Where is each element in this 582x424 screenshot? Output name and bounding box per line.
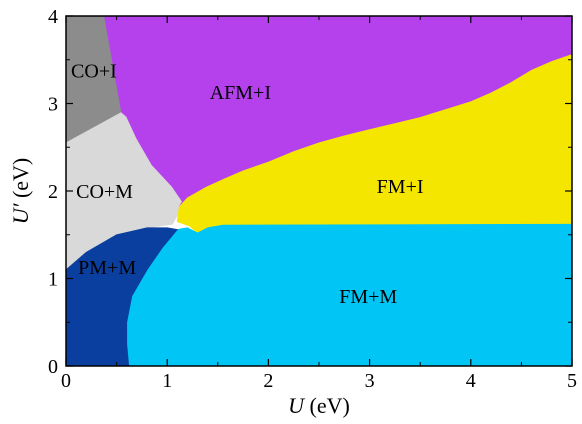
y-tick-label: 0 [48, 356, 58, 378]
region-label-fm-i: FM+I [377, 176, 424, 198]
phase-regions [65, 15, 573, 367]
x-tick-label: 2 [263, 370, 273, 392]
x-tick-label: 4 [466, 370, 476, 392]
x-axis-variable: U [288, 393, 306, 418]
y-tick-label: 2 [48, 181, 58, 203]
y-axis-unit: (eV) [8, 158, 33, 204]
region-label-afm-i: AFM+I [210, 82, 271, 104]
y-tick-label: 3 [48, 94, 58, 116]
x-axis-unit: (eV) [304, 393, 350, 418]
axis-ticks: 0 1 2 3 4 5 0 1 2 3 4 [48, 6, 577, 392]
region-labels: CO+I CO+M AFM+I FM+I FM+M PM+M [71, 60, 423, 308]
y-tick-label: 1 [48, 269, 58, 291]
y-tick-label: 4 [48, 6, 58, 28]
x-tick-label: 0 [61, 370, 71, 392]
y-axis-variable: U′ [8, 202, 33, 224]
region-pm-m [65, 227, 179, 367]
y-axis-label: U′ (eV) [8, 158, 33, 225]
x-tick-label: 3 [365, 370, 375, 392]
x-tick-label: 1 [162, 370, 172, 392]
x-tick-label: 5 [567, 370, 577, 392]
region-label-co-i: CO+I [71, 60, 117, 82]
region-label-fm-m: FM+M [339, 286, 397, 308]
x-axis-label: U (eV) [288, 393, 350, 418]
region-label-pm-m: PM+M [78, 257, 136, 279]
region-label-co-m: CO+M [76, 181, 133, 203]
